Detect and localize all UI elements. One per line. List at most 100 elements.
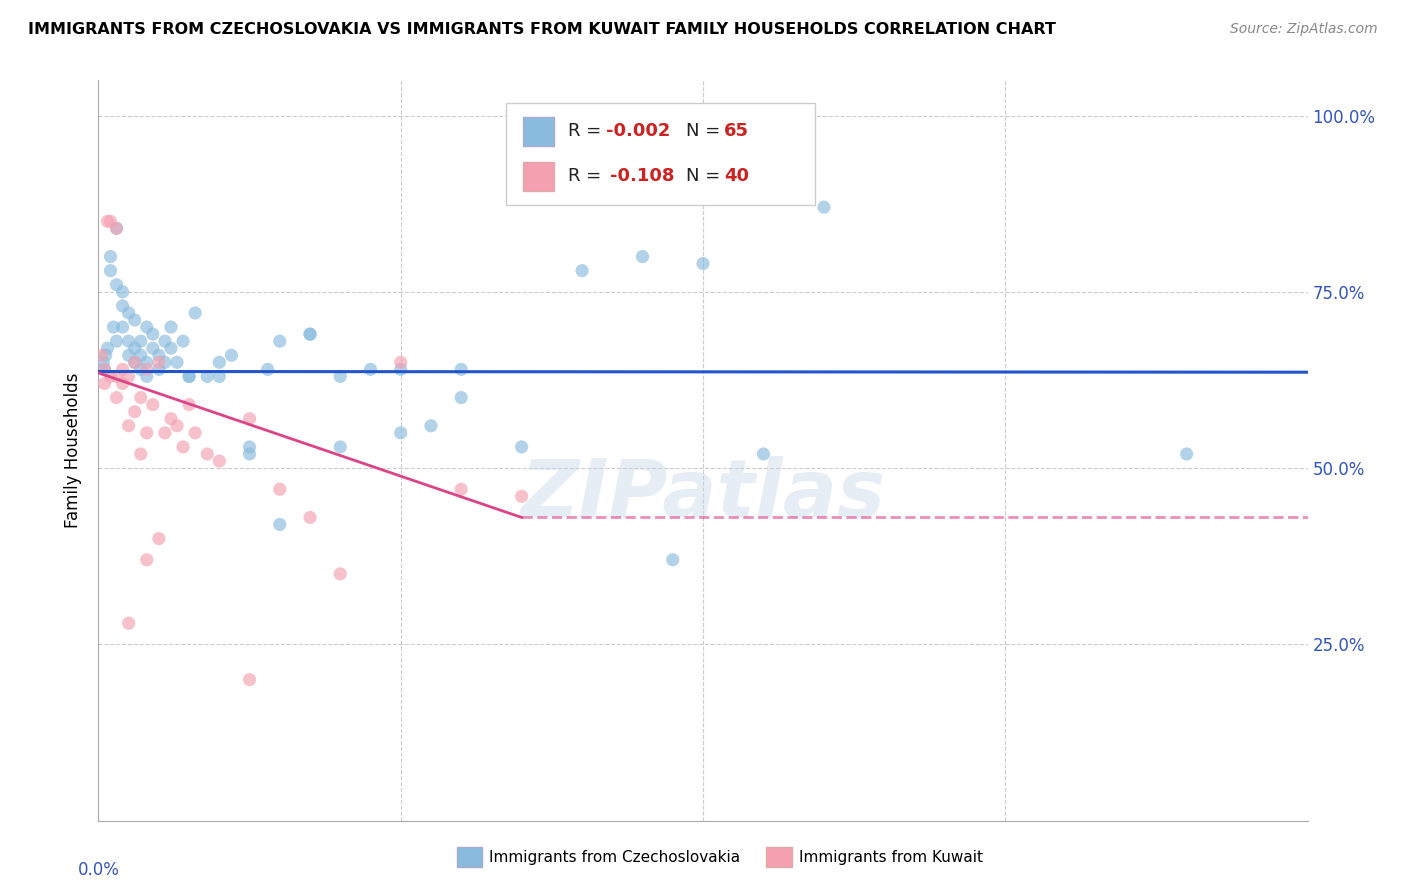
Point xyxy=(299,327,322,342)
Point xyxy=(510,440,533,454)
Point xyxy=(179,369,201,384)
Point xyxy=(221,348,243,362)
Point xyxy=(124,355,146,369)
Point xyxy=(148,355,170,369)
Text: R =: R = xyxy=(568,122,607,140)
Point xyxy=(239,411,262,425)
Point xyxy=(111,285,134,299)
Point xyxy=(239,440,262,454)
Point xyxy=(135,553,157,567)
Text: -0.002: -0.002 xyxy=(606,122,671,140)
Y-axis label: Family Households: Family Households xyxy=(65,373,83,528)
Point xyxy=(135,369,157,384)
Text: N =: N = xyxy=(686,168,725,186)
Point xyxy=(571,263,593,277)
Point xyxy=(111,362,134,376)
Point xyxy=(100,369,122,384)
Point xyxy=(389,362,412,376)
Point xyxy=(208,454,231,468)
Point xyxy=(142,398,165,412)
Point xyxy=(148,348,170,362)
Point xyxy=(90,348,112,362)
Point xyxy=(129,334,152,348)
Point xyxy=(299,510,322,524)
Point xyxy=(360,362,382,376)
Text: -0.108: -0.108 xyxy=(610,168,675,186)
Point xyxy=(135,355,157,369)
Point xyxy=(208,355,231,369)
Point xyxy=(1175,447,1198,461)
Point xyxy=(124,341,146,355)
Point xyxy=(100,214,122,228)
Text: ZIPatlas: ZIPatlas xyxy=(520,456,886,534)
Point xyxy=(105,391,128,405)
Point xyxy=(179,398,201,412)
Text: R =: R = xyxy=(568,168,613,186)
Point xyxy=(450,482,472,496)
Point xyxy=(103,320,125,334)
Point xyxy=(389,355,412,369)
Point xyxy=(160,320,183,334)
Point xyxy=(111,299,134,313)
Point xyxy=(661,553,683,567)
Text: 0.0%: 0.0% xyxy=(77,862,120,880)
Point xyxy=(118,306,141,320)
Point xyxy=(389,425,412,440)
Point xyxy=(239,673,262,687)
Point xyxy=(124,313,146,327)
Point xyxy=(208,369,231,384)
Point xyxy=(124,405,146,419)
Text: 40: 40 xyxy=(724,168,749,186)
Text: 65: 65 xyxy=(724,122,749,140)
Point xyxy=(256,362,278,376)
Point xyxy=(631,250,654,264)
Point xyxy=(269,482,291,496)
Point xyxy=(118,348,141,362)
Point xyxy=(111,376,134,391)
Point xyxy=(93,376,115,391)
Point xyxy=(269,334,291,348)
Point xyxy=(129,447,152,461)
Point xyxy=(153,425,176,440)
Point xyxy=(329,566,352,581)
Point xyxy=(142,341,165,355)
Point xyxy=(135,425,157,440)
Point xyxy=(153,334,176,348)
Point xyxy=(153,355,176,369)
Point xyxy=(105,334,128,348)
Point xyxy=(172,334,194,348)
Point xyxy=(148,532,170,546)
Text: Immigrants from Kuwait: Immigrants from Kuwait xyxy=(799,850,983,864)
Point xyxy=(100,250,122,264)
Point xyxy=(129,362,152,376)
Point xyxy=(93,362,115,376)
Point xyxy=(692,257,714,271)
Point xyxy=(105,221,128,235)
Text: N =: N = xyxy=(686,122,725,140)
Point xyxy=(118,334,141,348)
Point xyxy=(329,369,352,384)
Point xyxy=(179,369,201,384)
Point xyxy=(752,447,775,461)
Point xyxy=(166,418,188,433)
Point xyxy=(91,355,114,369)
Point xyxy=(450,362,472,376)
Point xyxy=(93,362,115,376)
Text: Immigrants from Czechoslovakia: Immigrants from Czechoslovakia xyxy=(489,850,741,864)
Point xyxy=(269,517,291,532)
Point xyxy=(111,320,134,334)
Point xyxy=(129,391,152,405)
Point xyxy=(96,341,118,355)
Point xyxy=(100,263,122,277)
Point xyxy=(166,355,188,369)
Point xyxy=(420,418,443,433)
Point xyxy=(184,425,207,440)
Point xyxy=(184,306,207,320)
Point xyxy=(118,616,141,631)
Point xyxy=(148,362,170,376)
Point xyxy=(160,411,183,425)
Point xyxy=(105,369,128,384)
Point xyxy=(105,221,128,235)
Point xyxy=(195,447,218,461)
Point xyxy=(450,391,472,405)
